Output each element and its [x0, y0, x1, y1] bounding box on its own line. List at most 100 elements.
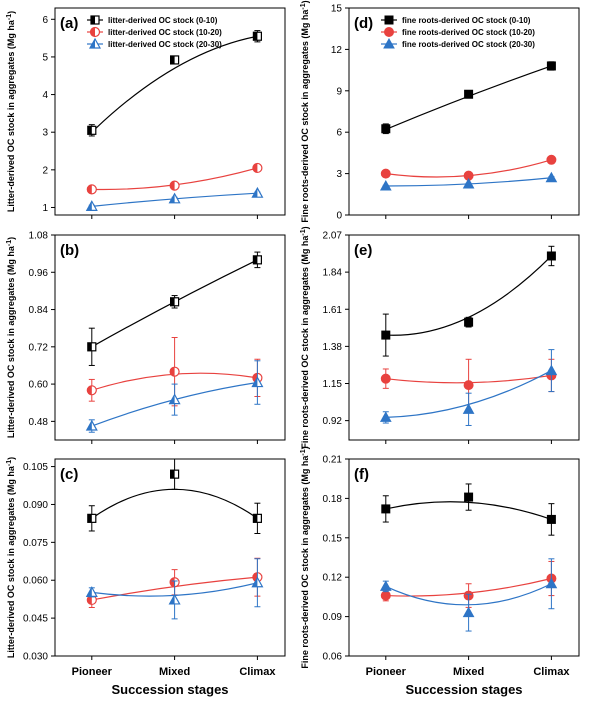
y-tick-label: 2: [42, 165, 48, 176]
data-point-square: [464, 492, 474, 502]
data-point-square-half: [253, 255, 258, 264]
data-point-triangle-half: [252, 188, 258, 198]
y-axis-title: Litter-derived OC stock in aggregates (M…: [6, 457, 16, 658]
data-point-circle-half: [87, 595, 92, 605]
plot-frame-b: [54, 234, 286, 441]
data-point-circle-half: [87, 385, 92, 395]
legend-label: litter-derived OC stock (10-20): [108, 28, 222, 37]
data-point-triangle-half: [86, 587, 92, 597]
panel-label: (b): [60, 242, 79, 259]
panel-f: 0.06 0.09 0.12 0.15 0.18 0.21 Fine roots-deriv…: [300, 446, 580, 697]
data-point-triangle-half: [169, 193, 175, 203]
y-tick-label: 0.92: [323, 416, 343, 427]
y-axis-title: Litter-derived OC stock in aggregates (M…: [6, 237, 16, 438]
data-point-triangle-half: [86, 201, 92, 211]
data-point-triangle-half: [86, 421, 92, 431]
legend-label: fine roots-derived OC stock (0-10): [402, 16, 531, 25]
data-point-circle: [380, 373, 391, 384]
data-point-triangle: [545, 171, 558, 183]
y-tick-label: 0.60: [29, 380, 49, 391]
y-tick-label: 9: [336, 86, 342, 97]
y-axis-title: Fine roots-derived OC stock in aggregate…: [300, 226, 310, 448]
data-point-circle-half: [90, 27, 95, 37]
plot-frame-f: [348, 458, 580, 657]
y-tick-label: 1.84: [323, 268, 343, 279]
y-tick-label: 0.15: [323, 533, 343, 544]
y-tick-label: 6: [336, 128, 342, 139]
y-tick-label: 1.08: [29, 231, 49, 242]
data-point-square-half: [170, 55, 175, 64]
data-point-square-half: [87, 514, 92, 523]
panel-label: (f): [354, 466, 369, 483]
y-axis-title: Fine roots-derived OC stock in aggregate…: [300, 0, 310, 222]
data-point-square: [381, 504, 391, 514]
data-point-triangle-half: [90, 39, 95, 48]
legend-label: fine roots-derived OC stock (20-30): [402, 40, 535, 49]
y-tick-label: 3: [336, 169, 342, 180]
y-tick-label: 0.030: [23, 652, 48, 663]
data-point-triangle: [462, 177, 475, 189]
x-tick-label: Pioneer: [72, 666, 113, 678]
data-point-triangle: [462, 403, 475, 414]
plot-frame-a: [54, 7, 286, 216]
y-tick-label: 0.21: [323, 455, 343, 466]
y-tick-label: 1.15: [323, 379, 343, 390]
y-tick-label: 12: [331, 45, 343, 56]
y-tick-label: 0.045: [23, 614, 48, 625]
data-point-square-half: [253, 514, 258, 523]
panel-e: 0.92 1.15 1.38 1.61 1.84 2.07 Fine roots-deriv…: [300, 226, 580, 449]
plot-frame-c: [54, 458, 286, 657]
x-tick-label: Mixed: [453, 666, 484, 678]
x-tick-label: Climax: [239, 666, 276, 678]
data-point-triangle: [379, 580, 392, 591]
data-point-square: [384, 15, 394, 25]
data-point-square-half: [170, 470, 175, 479]
x-axis-title: Succession stages: [111, 682, 228, 697]
data-point-square-half: [87, 126, 92, 135]
panel-label: (d): [354, 15, 373, 32]
data-point-square: [464, 89, 474, 99]
y-tick-label: 2.07: [323, 231, 343, 242]
panel-b: 0.48 0.60 0.72 0.84 0.96 1.08 Litter-derived O…: [6, 231, 286, 444]
legend-label: litter-derived OC stock (20-30): [108, 40, 222, 49]
y-tick-label: 0.84: [29, 305, 49, 316]
data-point-triangle-half: [169, 394, 175, 404]
data-point-square: [464, 317, 474, 327]
y-tick-label: 1.61: [323, 305, 343, 316]
y-axis-title: Fine roots-derived OC stock in aggregate…: [300, 446, 310, 668]
data-point-triangle: [545, 577, 558, 589]
legend-label: litter-derived OC stock (0-10): [108, 16, 218, 25]
data-point-circle: [546, 154, 557, 165]
data-point-circle: [463, 380, 474, 391]
data-point-triangle-half: [252, 577, 258, 587]
y-tick-label: 0.060: [23, 576, 48, 587]
data-point-triangle-half: [252, 377, 258, 387]
y-tick-label: 0.48: [29, 417, 49, 428]
x-tick-label: Pioneer: [366, 666, 407, 678]
plot-frame-e: [348, 234, 580, 441]
data-point-circle: [384, 27, 394, 37]
y-tick-label: 3: [42, 128, 48, 139]
data-point-circle: [380, 590, 391, 601]
legend-label: fine roots-derived OC stock (10-20): [402, 28, 535, 37]
data-point-square: [381, 124, 391, 134]
data-point-square-half: [253, 32, 258, 41]
data-point-square: [546, 61, 556, 71]
data-point-triangle: [379, 411, 392, 422]
y-tick-label: 0.06: [323, 652, 343, 663]
y-tick-label: 0.105: [23, 462, 48, 473]
panel-label: (e): [354, 242, 372, 259]
panel-c: 0.030 0.045 0.060 0.075 0.090 0.105 Litter-der…: [6, 457, 286, 697]
x-axis-title: Succession stages: [405, 682, 522, 697]
data-point-triangle: [462, 606, 475, 618]
y-tick-label: 0.12: [323, 573, 343, 584]
y-tick-label: 1.38: [323, 342, 343, 353]
y-tick-label: 0.09: [323, 612, 343, 623]
data-point-circle-half: [252, 163, 258, 173]
y-axis-title: Litter-derived OC stock in aggregates (M…: [6, 11, 16, 212]
y-tick-label: 6: [42, 15, 48, 26]
y-tick-label: 1: [42, 203, 48, 214]
fit-curve: [91, 35, 258, 133]
x-tick-label: Mixed: [159, 666, 190, 678]
data-point-circle-half: [170, 577, 175, 587]
